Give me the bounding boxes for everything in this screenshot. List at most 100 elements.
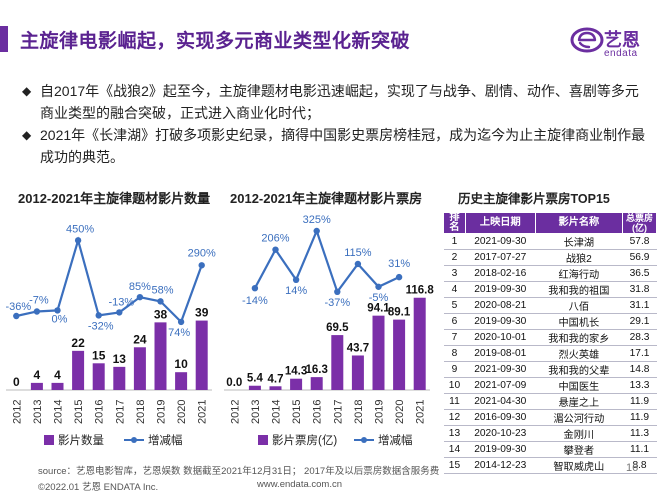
x-tick-label: 2015 bbox=[291, 400, 303, 424]
diamond-bullet-icon: ◆ bbox=[22, 84, 32, 98]
rank-cell: 7 bbox=[443, 329, 466, 346]
gross-cell: 11.1 bbox=[622, 441, 657, 458]
growth-point-2021 bbox=[198, 262, 205, 269]
bar-2017 bbox=[113, 366, 126, 390]
table-row: 10 2021-07-09 中国医生 13.3 bbox=[443, 377, 657, 394]
gross-cell: 57.8 bbox=[622, 233, 657, 250]
rank-cell: 2 bbox=[443, 249, 466, 266]
x-tick-label: 2014 bbox=[271, 400, 283, 424]
film-title-cell: 悬崖之上 bbox=[535, 393, 623, 410]
gross-cell: 11.9 bbox=[622, 393, 657, 410]
film-title-cell: 烈火英雄 bbox=[535, 345, 623, 362]
x-tick-label: 2020 bbox=[176, 400, 188, 424]
growth-point-2015 bbox=[292, 276, 300, 284]
bar-value-label: 4.7 bbox=[268, 373, 284, 385]
rank-cell: 15 bbox=[443, 457, 466, 474]
gross-cell: 28.3 bbox=[622, 329, 657, 346]
bullet-text: 自2017年《战狼2》起至今，主旋律题材电影迅速崛起，实现了与战争、剧情、动作、… bbox=[40, 83, 639, 121]
x-tick-label: 2013 bbox=[32, 400, 44, 424]
gross-cell: 11.9 bbox=[622, 409, 657, 426]
bar-value-label: 4 bbox=[54, 368, 61, 382]
column-header-date: 上映日期 bbox=[464, 212, 536, 234]
rank-cell: 13 bbox=[443, 425, 466, 442]
growth-line-series bbox=[16, 236, 203, 324]
bar-2020 bbox=[175, 372, 188, 390]
table-row: 9 2021-09-30 我和我的父辈 14.8 bbox=[443, 361, 657, 378]
rank-cell: 4 bbox=[443, 281, 466, 298]
growth-value-label: 74% bbox=[168, 327, 190, 339]
bullet-item: ◆ 2021年《长津湖》打破多项影史纪录，摘得中国影史票房榜桂冠，成为迄今为止主… bbox=[22, 124, 652, 168]
bar-2015 bbox=[72, 350, 85, 390]
release-date-cell: 2021-07-09 bbox=[465, 377, 536, 394]
gross-cell: 31.1 bbox=[622, 297, 657, 314]
bullet-item: ◆ 自2017年《战狼2》起至今，主旋律题材电影迅速崛起，实现了与战争、剧情、动… bbox=[22, 80, 652, 124]
rank-cell: 14 bbox=[443, 441, 466, 458]
bar-value-label: 38 bbox=[154, 307, 168, 321]
rank-cell: 3 bbox=[443, 265, 466, 282]
x-tick-label: 2012 bbox=[229, 400, 241, 424]
growth-value-label: 85% bbox=[129, 281, 151, 293]
growth-value-label: -37% bbox=[324, 297, 350, 309]
x-tick-label: 2017 bbox=[114, 400, 126, 424]
table-row: 14 2019-09-30 攀登者 11.1 bbox=[443, 441, 657, 458]
x-tick-label: 2017 bbox=[332, 400, 344, 424]
rank-cell: 10 bbox=[443, 377, 466, 394]
growth-value-label: 115% bbox=[344, 247, 372, 259]
gross-cell: 56.9 bbox=[622, 249, 657, 266]
bar-value-label: 0 bbox=[13, 375, 20, 389]
legend-line-marker bbox=[131, 437, 137, 443]
table-row: 13 2020-10-23 金刚川 11.3 bbox=[443, 425, 657, 442]
growth-point-2018 bbox=[136, 293, 144, 301]
bar-value-label: 14.3 bbox=[285, 366, 307, 378]
bar-2020 bbox=[393, 319, 406, 390]
x-tick-label: 2020 bbox=[394, 400, 406, 424]
film-title-cell: 金刚川 bbox=[535, 425, 623, 442]
growth-value-label: 290% bbox=[188, 247, 216, 259]
bar-value-label: 10 bbox=[174, 357, 188, 371]
growth-point-2016 bbox=[95, 312, 102, 319]
film-count-chart-title: 2012-2021年主旋律题材影片数量 bbox=[18, 191, 211, 206]
x-tick-label: 2019 bbox=[156, 400, 168, 424]
table-row: 2 2017-07-27 战狼2 56.9 bbox=[443, 249, 657, 266]
x-tick-label: 2016 bbox=[94, 400, 106, 424]
table-row: 11 2021-04-30 悬崖之上 11.9 bbox=[443, 393, 657, 410]
bar-value-label: 24 bbox=[133, 332, 147, 346]
diamond-bullet-icon: ◆ bbox=[22, 128, 32, 142]
table-row: 12 2016-09-30 湄公河行动 11.9 bbox=[443, 409, 657, 426]
bar-2018 bbox=[133, 347, 146, 390]
table-row: 5 2020-08-21 八佰 31.1 bbox=[443, 297, 657, 314]
rank-cell: 9 bbox=[443, 361, 466, 378]
growth-point-2017 bbox=[116, 309, 123, 316]
x-tick-label: 2012 bbox=[11, 400, 23, 424]
logo-text-en: endata bbox=[604, 48, 638, 59]
growth-point-2014 bbox=[272, 246, 279, 253]
film-title-cell: 攀登者 bbox=[535, 441, 623, 458]
legend-line-label: 增减幅 bbox=[148, 433, 183, 447]
release-date-cell: 2014-12-23 bbox=[465, 457, 536, 474]
x-tick-label: 2013 bbox=[250, 400, 262, 424]
rank-cell: 8 bbox=[443, 345, 466, 362]
growth-value-label: 14% bbox=[285, 285, 307, 297]
film-title-cell: 我和我的祖国 bbox=[535, 281, 623, 298]
gross-cell: 13.3 bbox=[622, 377, 657, 394]
top15-box-office-table: 排名 上映日期 影片名称 总票房 (亿) 1 2021-09-30 长津湖 57.8 2… bbox=[443, 212, 657, 474]
growth-point-2016 bbox=[313, 227, 320, 235]
page-number: 16 bbox=[626, 462, 639, 474]
bar-2018 bbox=[351, 355, 364, 390]
rank-cell: 6 bbox=[443, 313, 466, 330]
legend-bar-label: 影片票房(亿) bbox=[272, 434, 337, 447]
bar-value-label: 0.0 bbox=[226, 377, 242, 389]
x-tick-label: 2016 bbox=[312, 400, 324, 424]
endata-logo-icon bbox=[570, 27, 604, 53]
bar-2021 bbox=[195, 320, 208, 390]
growth-point-2019 bbox=[157, 298, 164, 305]
rank-cell: 12 bbox=[443, 409, 466, 426]
growth-point-2017 bbox=[334, 288, 341, 296]
growth-point-2015 bbox=[74, 237, 82, 244]
growth-point-2013 bbox=[251, 284, 259, 292]
release-date-cell: 2020-10-01 bbox=[465, 329, 536, 346]
film-title-cell: 湄公河行动 bbox=[535, 409, 623, 426]
growth-point-2020 bbox=[395, 273, 403, 281]
brand-logo: 艺恩 endata bbox=[570, 22, 662, 62]
